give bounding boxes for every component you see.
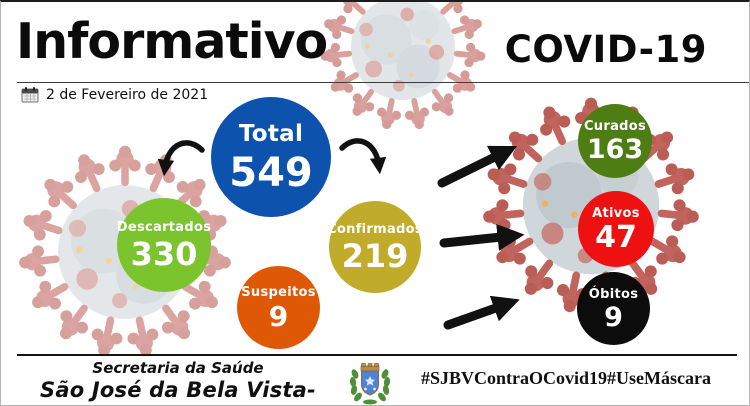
coronavirus-image-top — [319, 0, 487, 132]
stat-label: Óbitos — [588, 286, 639, 302]
stat-circle-confirmados: Confirmados 219 — [327, 201, 423, 293]
stat-value: 330 — [130, 235, 198, 273]
calendar-icon — [21, 87, 39, 103]
city-coat-of-arms-icon — [349, 363, 391, 405]
date-row: 2 de Fevereiro de 2021 — [21, 86, 208, 103]
stat-label: Ativos — [592, 205, 640, 221]
stat-label: Confirmados — [327, 222, 423, 237]
page-title: Informativo — [16, 13, 328, 70]
stat-value: 219 — [341, 237, 409, 275]
stat-circle-total: Total 549 — [211, 97, 331, 217]
city-name: São José da Bela Vista-SP — [40, 378, 316, 405]
stat-value: 9 — [268, 299, 289, 333]
arrow-to-obitos — [443, 295, 520, 330]
hashtag-mask: #UseMáscara — [607, 368, 711, 388]
hashtag-campaign: #SJBVContraOCovid19 — [421, 368, 608, 388]
header-divider — [17, 82, 749, 83]
stat-circle-descartados: Descartados 330 — [117, 198, 211, 292]
stat-circle-obitos: Óbitos 9 — [577, 272, 650, 345]
stat-label: Total — [238, 121, 304, 147]
arrow-to-ativos — [439, 223, 525, 251]
covid19-title: COVID-19 — [504, 28, 707, 71]
arrow-total-descartados — [157, 140, 205, 177]
stat-circle-suspeitos: Suspeitos 9 — [237, 266, 320, 349]
stat-value: 163 — [586, 134, 644, 165]
arrow-total-confirmados — [339, 138, 387, 175]
stat-label: Descartados — [116, 220, 212, 235]
stat-value: 549 — [229, 150, 313, 196]
stat-label: Curados — [583, 119, 647, 134]
stat-value: 9 — [604, 301, 623, 333]
stat-label: Suspeitos — [241, 284, 316, 300]
date-label: 2 de Fevereiro de 2021 — [46, 86, 209, 103]
stat-value: 47 — [595, 219, 637, 255]
stat-circle-ativos: Ativos 47 — [578, 191, 654, 267]
stat-circle-curados: Curados 163 — [578, 104, 652, 178]
arrow-to-curados — [437, 145, 518, 188]
department-name: Secretaria da Saúde — [92, 359, 264, 377]
footer-signature: Secretaria da Saúde São José da Bela Vis… — [37, 359, 319, 405]
footer-divider — [17, 354, 737, 356]
